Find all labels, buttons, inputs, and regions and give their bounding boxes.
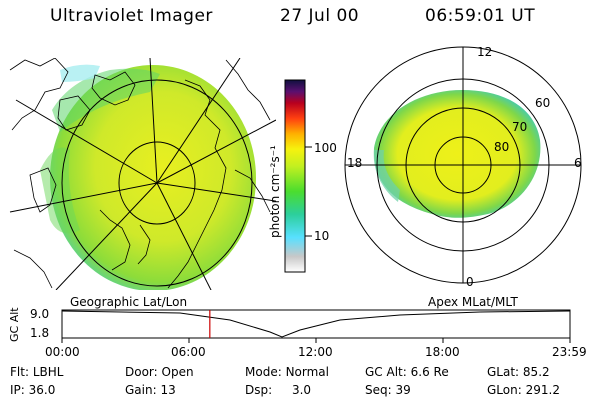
alt-ylabel: GC Alt: [8, 307, 21, 342]
time-tick-0600: 06:00: [171, 345, 206, 359]
param-seq: Seq: 39: [365, 383, 411, 397]
polar-grid: [344, 46, 582, 284]
geo-panel-label: Geographic Lat/Lon: [70, 295, 188, 309]
param-gc-alt: GC Alt: 6.6 Re: [365, 365, 449, 379]
param-door: Door: Open: [125, 365, 194, 379]
coastlines: [9, 58, 271, 289]
colorbar: [284, 79, 312, 273]
alt-ytick-low: 1.8: [30, 326, 50, 340]
mlt-label-18: 18: [347, 156, 363, 170]
image-date: 27 Jul 00: [280, 6, 360, 26]
geographic-image: [9, 58, 276, 290]
altitude-curve: [61, 310, 571, 338]
time-tick-0000: 00:00: [45, 345, 80, 359]
param-glat: GLat: 85.2: [487, 365, 550, 379]
time-tick-1800: 18:00: [425, 345, 460, 359]
param-ip: IP: 36.0: [10, 383, 56, 397]
colorbar-unit-label: photon cm⁻²s⁻¹: [268, 145, 282, 238]
aurora-emission-geo: [50, 65, 256, 290]
param-filter: Flt: LBHL: [10, 365, 64, 379]
colorbar-scale: [284, 79, 306, 273]
mlt-label-6: 6: [574, 156, 582, 170]
colorbar-tick-10: 10: [314, 229, 330, 243]
time-tick-1200: 12:00: [298, 345, 333, 359]
mlt-label-0: 0: [466, 275, 474, 289]
mlat-label-70: 70: [512, 120, 528, 134]
latlon-grid: [9, 58, 276, 290]
image-time: 06:59:01 UT: [425, 6, 536, 26]
aurora-emission-polar: [373, 90, 541, 218]
altitude-plot-frame: [61, 309, 571, 339]
imager-title: Ultraviolet Imager: [50, 6, 213, 26]
param-mode: Mode: Normal: [245, 365, 329, 379]
time-tick-2359: 23:59: [552, 345, 587, 359]
polar-panel-label: Apex MLat/MLT: [428, 295, 518, 309]
param-glon: GLon: 291.2: [487, 383, 560, 397]
polar-plot: [344, 46, 582, 284]
param-dsp: Dsp: 3.0: [245, 383, 312, 397]
alt-ytick-high: 9.0: [30, 307, 50, 321]
param-gain: Gain: 13: [125, 383, 176, 397]
mlat-label-80: 80: [494, 140, 510, 154]
mlat-label-60: 60: [535, 96, 551, 110]
colorbar-tick-100: 100: [314, 141, 337, 155]
altitude-strip: [61, 309, 571, 343]
mlt-label-12: 12: [477, 45, 493, 59]
